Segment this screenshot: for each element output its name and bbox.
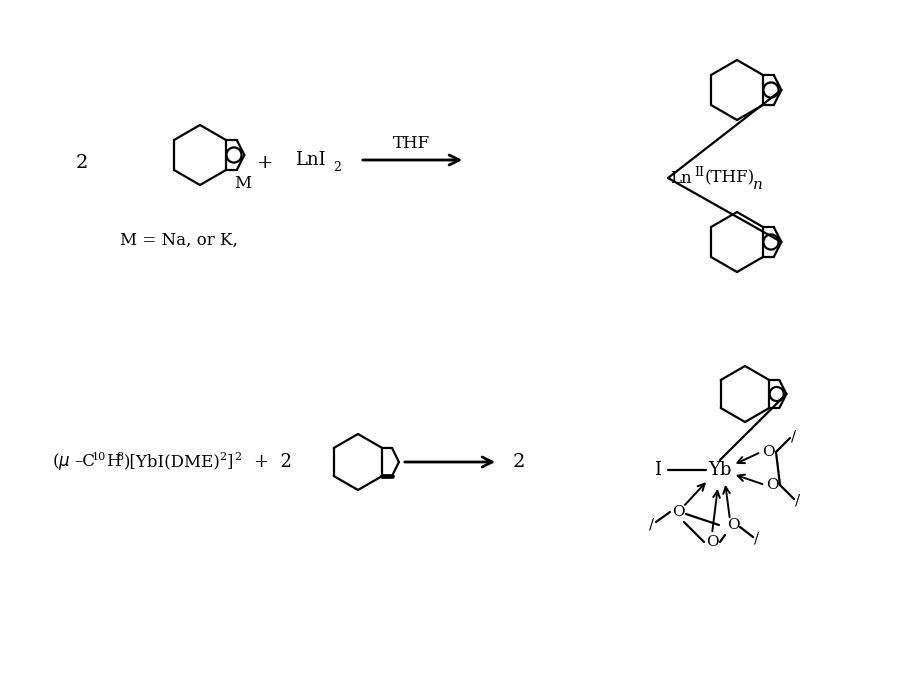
Text: M: M — [233, 175, 251, 192]
Text: 10: 10 — [92, 452, 106, 462]
Text: n: n — [752, 178, 762, 192]
Text: –C: –C — [74, 453, 95, 471]
Text: ]: ] — [227, 453, 233, 471]
Text: THF: THF — [393, 135, 430, 152]
Text: O: O — [671, 505, 684, 519]
Text: 2: 2 — [233, 452, 241, 462]
Text: )[YbI(DME): )[YbI(DME) — [124, 453, 221, 471]
Text: I: I — [653, 461, 661, 479]
Text: 2: 2 — [75, 154, 88, 172]
Text: /: / — [790, 429, 796, 443]
Text: (THF): (THF) — [704, 170, 754, 186]
Text: O: O — [705, 535, 718, 549]
Text: +  2: + 2 — [254, 453, 291, 471]
Text: /: / — [754, 532, 759, 546]
Text: /: / — [795, 494, 800, 508]
Text: H: H — [106, 453, 120, 471]
Text: 8: 8 — [116, 452, 123, 462]
Text: 2: 2 — [513, 453, 525, 471]
Text: Yb: Yb — [708, 461, 731, 479]
Text: 2: 2 — [333, 161, 341, 173]
Text: O: O — [726, 518, 739, 532]
Text: Ln: Ln — [669, 170, 691, 186]
Text: 2: 2 — [219, 452, 226, 462]
Text: LnI: LnI — [295, 151, 325, 169]
Text: +: + — [256, 154, 273, 172]
Text: O: O — [761, 445, 774, 459]
Text: O: O — [765, 478, 777, 492]
Text: II: II — [693, 166, 703, 179]
Text: ($\mu$: ($\mu$ — [52, 451, 70, 473]
Text: /: / — [649, 517, 653, 531]
Text: M = Na, or K,: M = Na, or K, — [119, 232, 238, 248]
